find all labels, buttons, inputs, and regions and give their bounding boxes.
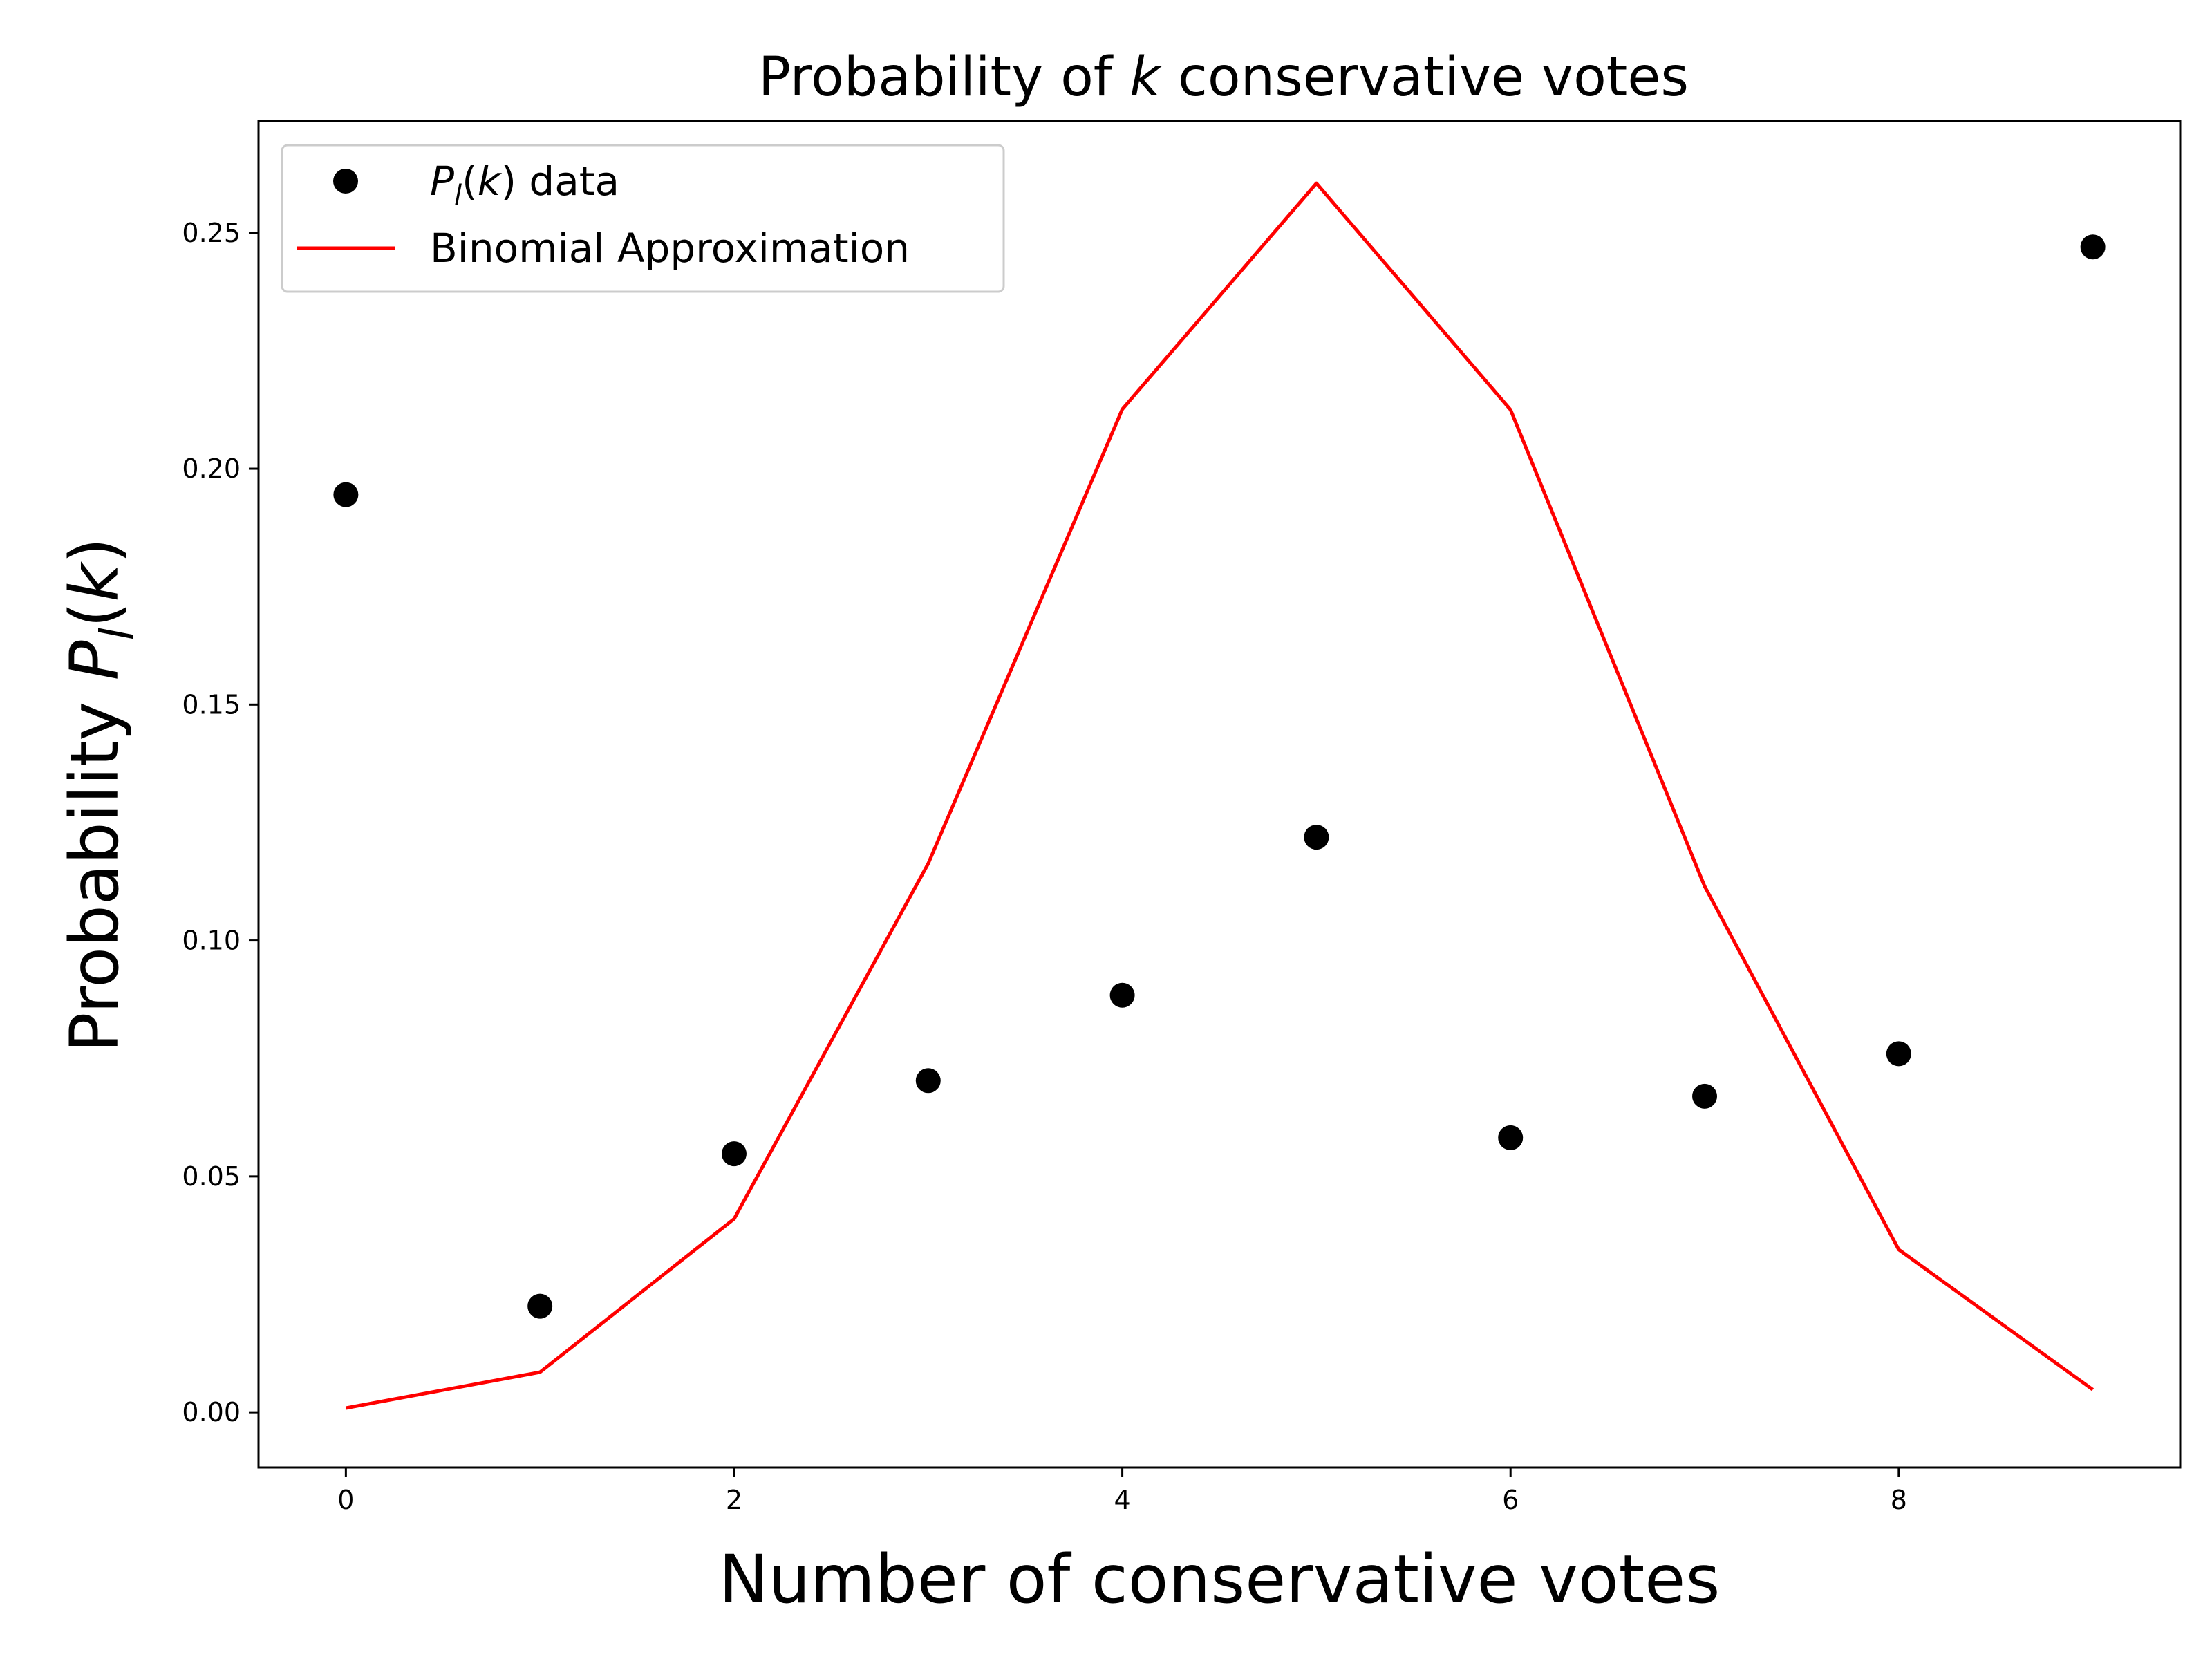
legend-data-open-paren: ( xyxy=(462,158,478,205)
binomial-approximation-line xyxy=(345,181,2094,1410)
y-tick-label: 0.15 xyxy=(182,689,241,720)
x-tick-label: 8 xyxy=(1891,1485,1907,1515)
legend-label-binomial: Binomial Approximation xyxy=(430,225,910,272)
y-axis-ticks: 0.00 0.05 0.10 0.15 0.20 0.25 xyxy=(182,218,259,1427)
legend-data-close-paren: ) xyxy=(500,158,516,205)
legend-label-data: Pl(k) data xyxy=(430,158,619,212)
data-point xyxy=(1304,825,1329,850)
binomial-line-layer xyxy=(345,181,2094,1410)
plot-frame xyxy=(257,120,2182,1469)
x-axis-label: Number of conservative votes xyxy=(719,1541,1721,1618)
chart-title-suffix: conservative votes xyxy=(1161,46,1689,109)
legend-data-symbol: P xyxy=(430,158,454,205)
y-tick-label: 0.20 xyxy=(182,453,241,484)
x-axis-ticks: 0 2 4 6 8 xyxy=(337,1468,1907,1515)
data-point xyxy=(1498,1125,1524,1150)
y-axis-label-symbol: P xyxy=(56,640,133,680)
data-point xyxy=(1692,1083,1718,1109)
y-tick-label: 0.25 xyxy=(182,218,241,248)
data-point xyxy=(915,1068,941,1094)
x-tick-label: 6 xyxy=(1502,1485,1519,1515)
y-tick-label: 0.05 xyxy=(182,1161,241,1192)
legend-data-subscript: l xyxy=(454,180,462,212)
legend-box xyxy=(281,144,1005,293)
data-points-layer xyxy=(333,234,2106,1319)
data-point xyxy=(1886,1041,1911,1067)
y-axis-label-close-paren: ) xyxy=(56,538,133,563)
y-axis-label-prefix: Probability xyxy=(56,680,133,1052)
y-tick-label: 0.00 xyxy=(182,1397,241,1427)
data-point xyxy=(527,1293,553,1319)
x-tick-label: 4 xyxy=(1114,1485,1131,1515)
legend-data-suffix: data xyxy=(516,158,619,205)
y-tick-label: 0.10 xyxy=(182,926,241,956)
chart-title-prefix: Probability of xyxy=(758,46,1130,109)
y-axis-label: Probability Pl(k) xyxy=(56,538,144,1053)
legend-marker-data xyxy=(333,169,358,194)
x-tick-label: 2 xyxy=(726,1485,742,1515)
x-tick-label: 0 xyxy=(337,1485,354,1515)
chart-title: Probability of k conservative votes xyxy=(758,46,1689,109)
plot-area xyxy=(259,121,2180,1468)
y-axis-label-open-paren: ( xyxy=(56,602,133,628)
data-point xyxy=(2080,234,2106,260)
y-axis-label-subscript: l xyxy=(91,627,144,640)
legend-data-argument: k xyxy=(478,158,503,205)
data-point xyxy=(333,482,359,507)
y-axis-label-argument: k xyxy=(56,561,133,602)
data-point xyxy=(721,1141,747,1167)
legend: Pl(k) data Binomial Approximation xyxy=(281,144,1005,293)
data-point xyxy=(1109,982,1135,1008)
chart-title-variable: k xyxy=(1130,46,1163,109)
